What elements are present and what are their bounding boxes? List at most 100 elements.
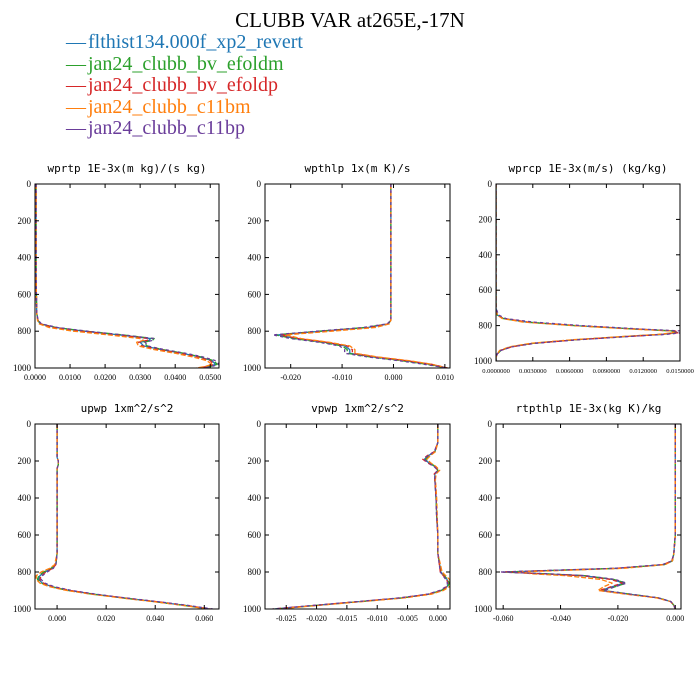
x-tick-label: -0.010 <box>367 614 388 623</box>
y-tick-label: 400 <box>248 493 262 503</box>
legend-item: — flthist134.000f_xp2_revert <box>66 31 303 54</box>
x-tick-label: 0.0300 <box>129 373 151 382</box>
y-tick-label: 1000 <box>13 604 32 614</box>
plot-frame <box>264 183 451 369</box>
plot-frame <box>34 423 220 610</box>
series-line <box>40 424 213 609</box>
x-tick-label: 0.000 <box>429 614 447 623</box>
x-tick-label: -0.015 <box>337 614 358 623</box>
series-line <box>35 184 215 368</box>
series-group <box>272 184 448 368</box>
y-tick-label: 1000 <box>243 363 262 373</box>
y-tick-label: 600 <box>18 289 32 299</box>
legend-label: jan24_clubb_bv_efoldp <box>88 74 278 96</box>
subplot: upwp 1xm^2/s^2 0 200 400 600 800 1000 0.000 0.02… <box>13 402 220 623</box>
series-line <box>284 184 448 368</box>
y-tick-label: 800 <box>248 567 262 577</box>
legend-swatch: — <box>66 95 86 118</box>
x-tick-label: 0.000 <box>384 373 402 382</box>
y-tick-label: 0 <box>488 179 493 189</box>
legend-item: — jan24_clubb_c11bm <box>66 95 303 119</box>
series-line <box>503 424 676 609</box>
subplot-title: wprcp 1E-3x(m/s) (kg/kg) <box>509 162 668 175</box>
legend-label: jan24_clubb_bv_efoldm <box>88 52 284 75</box>
legend: — flthist134.000f_xp2_revert — jan24_clubb… <box>66 31 303 140</box>
plot-frame <box>495 183 681 362</box>
y-tick-label: 1000 <box>13 363 32 373</box>
series-line <box>501 424 676 609</box>
legend-item: — jan24_clubb_bv_efoldm <box>66 52 303 76</box>
x-tick-label: 0.0500 <box>199 373 221 382</box>
x-tick-label: 0.0400 <box>164 373 186 382</box>
legend-label: flthist134.000f_xp2_revert <box>88 31 303 53</box>
series-line <box>35 184 213 368</box>
legend-label: jan24_clubb_c11bm <box>88 95 251 118</box>
plot-frame <box>264 423 451 610</box>
series-line <box>36 424 209 609</box>
x-tick-label: -0.025 <box>276 614 297 623</box>
legend-item: — jan24_clubb_c11bp <box>66 117 303 140</box>
x-tick-label: 0.0090000 <box>593 368 621 375</box>
subplot-title: wprtp 1E-3x(m kg)/(s kg) <box>48 162 207 175</box>
plot-frame <box>34 183 220 369</box>
series-group <box>35 424 213 609</box>
y-tick-label: 1000 <box>243 604 262 614</box>
y-tick-label: 200 <box>248 216 262 226</box>
series-line <box>272 184 448 368</box>
series-line <box>39 424 211 609</box>
x-tick-label: -0.020 <box>608 614 629 623</box>
legend-swatch: — <box>66 74 86 96</box>
legend-swatch: — <box>66 117 86 139</box>
subplot: wprtp 1E-3x(m kg)/(s kg) 0 200 400 600 800 100… <box>13 162 221 382</box>
x-tick-label: -0.020 <box>280 373 301 382</box>
figure-title: CLUBB VAR at265E,-17N <box>235 8 465 32</box>
series-line <box>35 184 217 368</box>
series-line <box>38 424 210 609</box>
series-line <box>35 184 218 368</box>
subplot-title: upwp 1xm^2/s^2 <box>81 402 174 415</box>
y-tick-label: 200 <box>479 456 493 466</box>
x-tick-label: 0.000 <box>666 614 684 623</box>
y-tick-label: 200 <box>248 456 262 466</box>
x-tick-label: -0.060 <box>493 614 514 623</box>
y-tick-label: 800 <box>18 326 32 336</box>
subplot-title: vpwp 1xm^2/s^2 <box>311 402 404 415</box>
y-tick-label: 400 <box>248 253 262 263</box>
series-line <box>277 424 450 609</box>
x-tick-label: 0.0120000 <box>629 368 657 375</box>
legend-item: — jan24_clubb_bv_efoldp <box>66 74 303 97</box>
y-tick-label: 0 <box>257 419 262 429</box>
x-tick-label: 0.020 <box>97 614 115 623</box>
series-line <box>499 424 676 609</box>
y-tick-label: 800 <box>248 326 262 336</box>
y-tick-label: 200 <box>479 214 493 224</box>
x-tick-label: 0.060 <box>195 614 213 623</box>
series-line <box>274 184 448 368</box>
subplot: wpthlp 1x(m K)/s 0 200 400 600 800 1000 -0.020 -… <box>243 162 454 382</box>
y-tick-label: 400 <box>18 253 32 263</box>
y-tick-label: 600 <box>479 530 493 540</box>
x-tick-label: 0.0150000 <box>666 368 694 375</box>
series-line <box>496 184 676 361</box>
x-tick-label: 0.0030000 <box>519 368 547 375</box>
series-line <box>35 424 209 609</box>
subplot: vpwp 1xm^2/s^2 0 200 400 600 800 1000 -0.025 -0.… <box>243 402 451 623</box>
y-tick-label: 1000 <box>474 356 493 366</box>
x-tick-label: 0.0060000 <box>556 368 584 375</box>
y-tick-label: 200 <box>18 456 32 466</box>
series-line <box>496 184 675 361</box>
y-tick-label: 800 <box>479 567 493 577</box>
x-tick-label: 0.0100 <box>59 373 81 382</box>
subplot: rtpthlp 1E-3x(kg K)/kg02004006008001000-… <box>474 402 684 623</box>
y-tick-label: 0 <box>27 419 32 429</box>
y-tick-label: 200 <box>18 216 32 226</box>
y-tick-label: 1000 <box>474 604 493 614</box>
y-tick-label: 400 <box>18 493 32 503</box>
x-tick-label: 0.0000000 <box>482 368 510 375</box>
x-tick-label: 0.040 <box>146 614 164 623</box>
subplot-title: rtpthlp 1E-3x(kg K)/kg <box>516 402 662 415</box>
plot-frame <box>495 423 682 610</box>
series-line <box>496 184 680 361</box>
series-line <box>275 424 450 609</box>
